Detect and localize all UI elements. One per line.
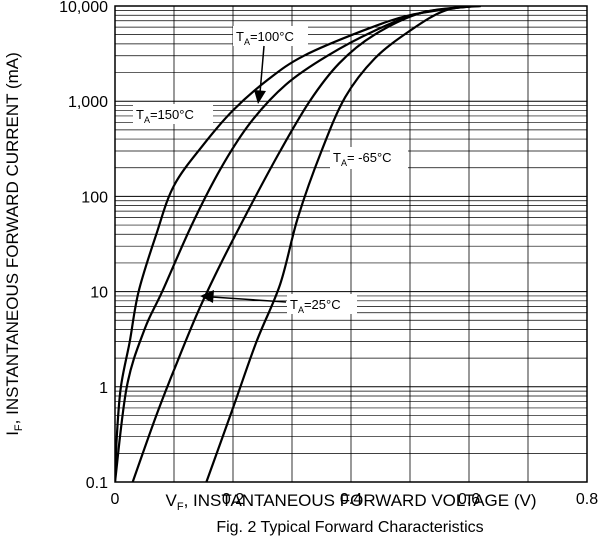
annotation-t25: TA=25°C (287, 294, 357, 315)
y-tick-label: 10 (90, 285, 108, 302)
curve-t25 (131, 6, 476, 482)
y-tick-label: 10,000 (59, 0, 108, 16)
annotation-tm65: TA= -65°C (330, 147, 408, 169)
plot-frame (114, 5, 588, 483)
svg-text:TA=150°C: TA=150°C (136, 107, 194, 125)
y-axis-title: IF, INSTANTANEOUS FORWARD CURRENT (mA) (3, 52, 25, 436)
curves (115, 6, 481, 482)
arrow-t100 (254, 45, 266, 104)
x-axis-title: VF, INSTANTANEOUS FORWARD VOLTAGE (V) (165, 491, 536, 513)
svg-text:TA=100°C: TA=100°C (236, 29, 294, 47)
annotation-t100: TA=100°C (233, 26, 308, 47)
x-tick-label: 0 (111, 491, 120, 508)
curve-t150 (115, 6, 470, 482)
svg-text:TA= -65°C: TA= -65°C (333, 150, 392, 168)
x-tick-label: 0.2 (222, 491, 244, 508)
arrow-t25 (200, 290, 287, 303)
figure-caption: Fig. 2 Typical Forward Characteristics (216, 519, 483, 536)
y-tick-label: 0.1 (86, 475, 108, 492)
svg-text:TA=25°C: TA=25°C (290, 297, 341, 315)
y-tick-label: 1 (99, 380, 108, 397)
x-tick-label: 0.6 (458, 491, 480, 508)
tick-labels: 0 0.2 0.4 0.6 0.8 0.1 1 10 100 1,000 10,000 (59, 0, 598, 508)
x-tick-label: 0.4 (340, 491, 362, 508)
y-tick-label: 100 (81, 189, 108, 206)
annotation-t150: TA=150°C (133, 104, 213, 125)
grid (115, 6, 587, 482)
curve-tm65 (205, 6, 481, 482)
y-tick-label: 1,000 (68, 94, 108, 111)
x-tick-label: 0.8 (576, 491, 598, 508)
curve-t100 (115, 6, 476, 482)
